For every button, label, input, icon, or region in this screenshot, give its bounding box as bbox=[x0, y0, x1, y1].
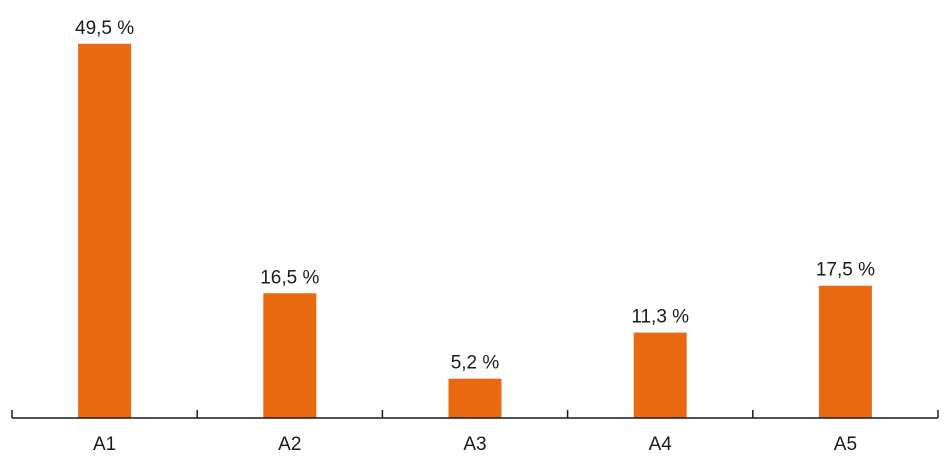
value-labels-group: 49,5 % 16,5 % 5,2 % 11,3 % 17,5 % bbox=[75, 18, 875, 374]
value-label-a2: 16,5 % bbox=[260, 267, 319, 288]
x-tick-label-a2: A2 bbox=[278, 434, 301, 455]
value-label-a1: 49,5 % bbox=[75, 18, 134, 39]
x-tick-label-a1: A1 bbox=[93, 434, 116, 455]
x-axis-ticks bbox=[11, 410, 939, 418]
x-axis-tick-labels: A1 A2 A3 A4 A5 bbox=[93, 434, 857, 455]
value-label-a5: 17,5 % bbox=[816, 260, 875, 281]
bar-a5 bbox=[818, 285, 872, 418]
value-label-a3: 5,2 % bbox=[451, 353, 500, 374]
bars-group bbox=[78, 43, 872, 418]
x-tick-label-a5: A5 bbox=[834, 434, 857, 455]
bar-a3 bbox=[448, 378, 502, 418]
bar-a4 bbox=[633, 332, 687, 418]
bar-a1 bbox=[78, 43, 132, 418]
x-tick-label-a3: A3 bbox=[463, 434, 486, 455]
x-tick-label-a4: A4 bbox=[649, 434, 673, 455]
value-label-a4: 11,3 % bbox=[631, 307, 689, 328]
bar-a2 bbox=[263, 293, 317, 418]
